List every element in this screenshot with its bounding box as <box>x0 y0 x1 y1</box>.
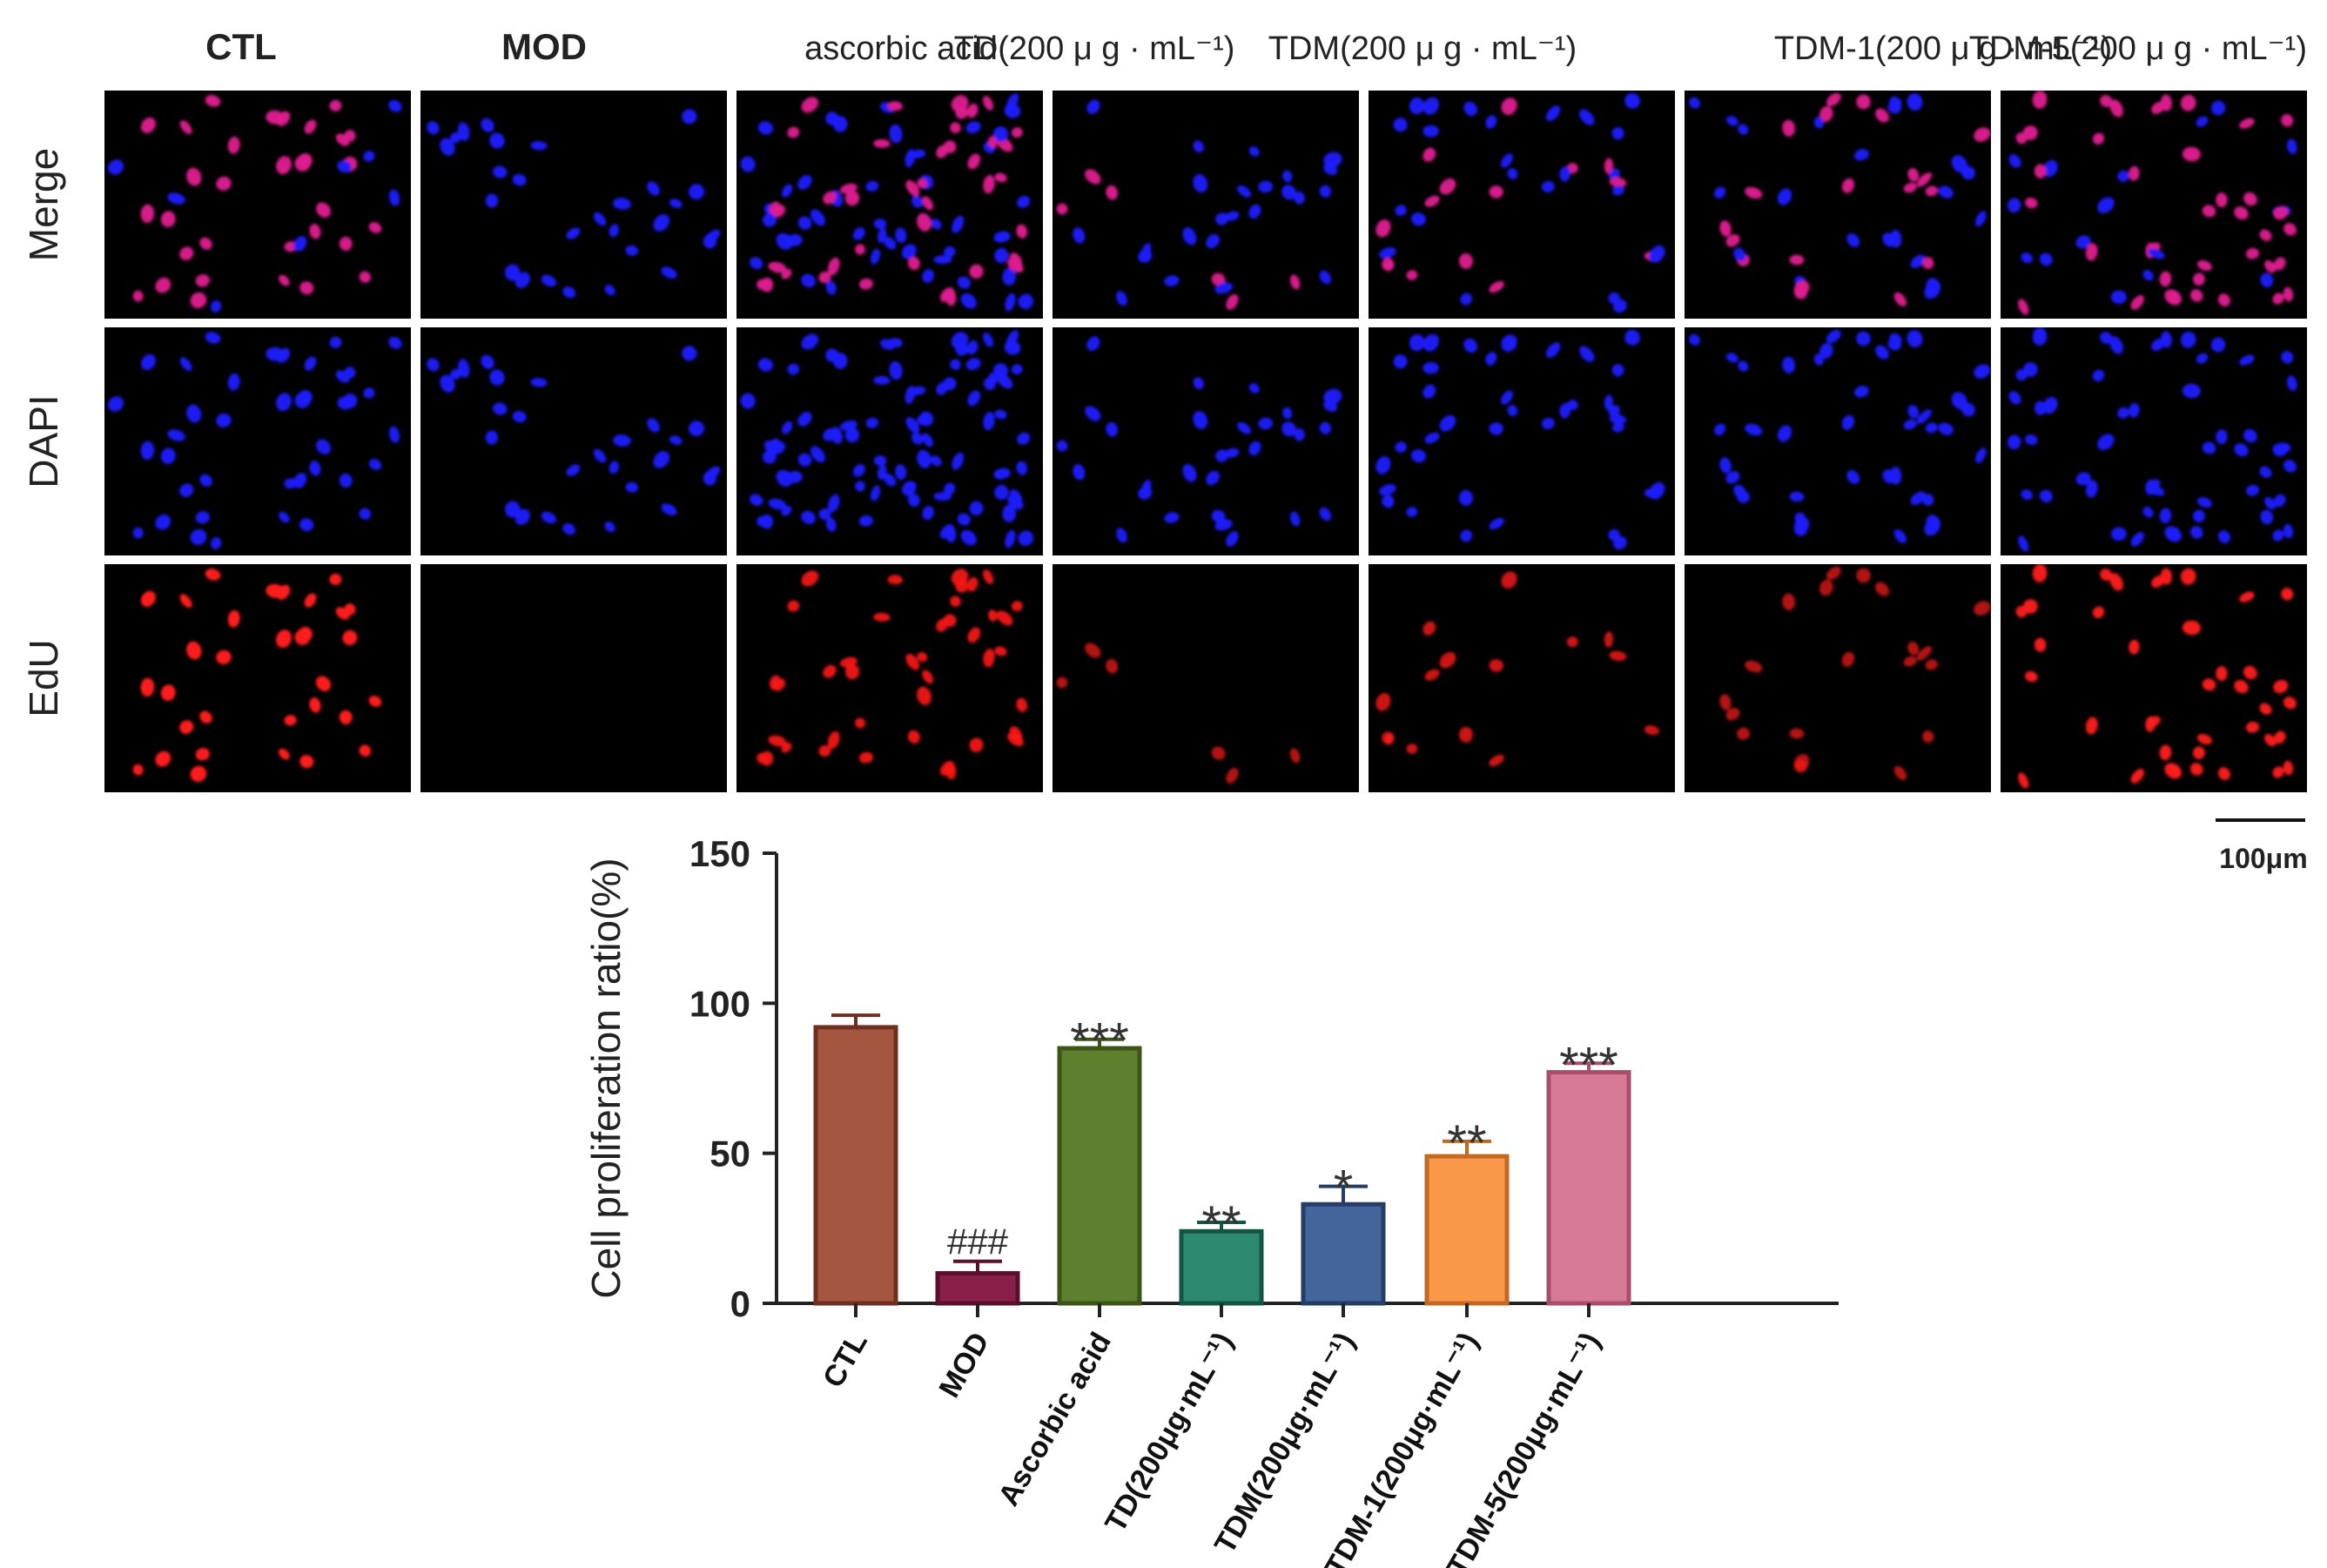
micrograph-merge-4 <box>1053 91 1359 319</box>
x-tick-label: Ascorbic acid <box>992 1327 1118 1511</box>
scale-bar: 100μm <box>2216 818 2308 874</box>
micrograph-edu-5 <box>1369 564 1675 792</box>
micrograph-grid <box>104 91 2307 792</box>
row-label: DAPI <box>21 394 66 488</box>
bar <box>1301 1201 1386 1306</box>
micrograph-edu-4 <box>1053 564 1359 792</box>
significance-label: ** <box>1447 1115 1486 1172</box>
significance-label: ### <box>947 1221 1009 1262</box>
micrograph-dapi-2 <box>420 327 727 555</box>
scale-bar-label: 100μm <box>2219 843 2307 874</box>
micrograph-edu-6 <box>1685 564 1991 792</box>
micrograph-edu-7 <box>2001 564 2307 792</box>
significance-label: *** <box>1559 1037 1618 1094</box>
column-label: TDM-5(200 μ g · mL⁻¹) <box>1969 30 2307 67</box>
column-label: TD(200 μ g · mL⁻¹) <box>954 30 1235 67</box>
micrograph-edu-1 <box>104 564 411 792</box>
micrograph-merge-5 <box>1369 91 1675 319</box>
bar <box>813 1025 898 1306</box>
micrograph-merge-6 <box>1685 91 1991 319</box>
micrograph-merge-7 <box>2001 91 2307 319</box>
bar <box>935 1271 1020 1306</box>
bar <box>1424 1154 1510 1306</box>
bar-chart: 0 50 100 150 Cell proliferation ratio(%) CTL #… <box>583 833 1839 1568</box>
y-tick-label: 50 <box>710 1134 750 1174</box>
significance-label: *** <box>1070 1013 1129 1070</box>
micrograph-dapi-6 <box>1685 327 1991 555</box>
x-tick-label: TD(200μg·mL⁻¹) <box>1099 1327 1240 1538</box>
micrograph-dapi-7 <box>2001 327 2307 555</box>
micrograph-merge-3 <box>736 91 1043 319</box>
micrograph-merge-1 <box>104 91 411 319</box>
bar <box>1546 1070 1631 1306</box>
column-label: MOD <box>501 26 587 67</box>
y-axis-label: Cell proliferation ratio(%) <box>583 858 629 1298</box>
row-label: EdU <box>21 639 66 717</box>
x-tick-label: CTL <box>817 1327 874 1393</box>
micrograph-edu-3 <box>736 564 1043 792</box>
micrograph-dapi-5 <box>1369 327 1675 555</box>
x-tick-label: TDM(200μg·mL⁻¹) <box>1208 1327 1362 1559</box>
y-tick-label: 150 <box>689 833 750 874</box>
y-tick-label: 0 <box>730 1283 750 1324</box>
x-tick-label: MOD <box>932 1327 996 1403</box>
bar <box>1057 1046 1142 1306</box>
micrograph-dapi-3 <box>736 327 1043 555</box>
row-label: Merge <box>21 148 66 261</box>
significance-label: ** <box>1201 1196 1241 1253</box>
column-label: TDM-1(200 μ g · mL⁻¹) <box>1774 30 2112 67</box>
bar <box>1179 1228 1264 1306</box>
column-label: TDM(200 μ g · mL⁻¹) <box>1268 30 1577 67</box>
y-tick-label: 100 <box>689 983 750 1024</box>
micrograph-dapi-4 <box>1053 327 1359 555</box>
significance-label: * <box>1334 1161 1354 1217</box>
column-label: ascorbic acid <box>804 30 998 67</box>
micrograph-edu-2 <box>420 564 727 792</box>
micrograph-merge-2 <box>420 91 727 319</box>
column-label: CTL <box>205 26 277 67</box>
micrograph-dapi-1 <box>104 327 411 555</box>
